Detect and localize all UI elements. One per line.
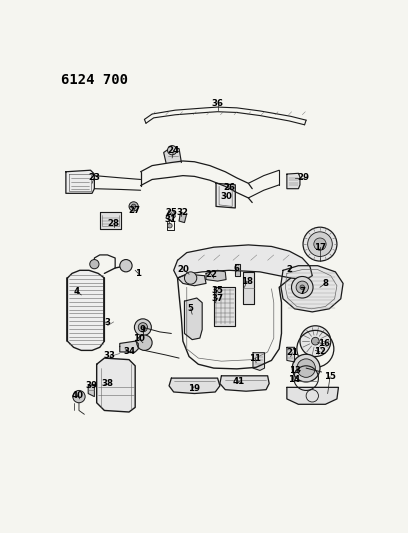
Text: 5: 5 bbox=[188, 304, 193, 313]
Circle shape bbox=[314, 238, 326, 251]
Text: 30: 30 bbox=[220, 192, 232, 201]
Text: 7: 7 bbox=[299, 287, 305, 296]
Text: 29: 29 bbox=[298, 173, 310, 182]
Circle shape bbox=[168, 223, 172, 228]
Polygon shape bbox=[214, 287, 235, 326]
Text: 11: 11 bbox=[249, 353, 261, 362]
Text: 20: 20 bbox=[177, 265, 189, 274]
Text: 38: 38 bbox=[102, 379, 113, 388]
Polygon shape bbox=[164, 147, 182, 163]
Polygon shape bbox=[253, 353, 264, 370]
Polygon shape bbox=[120, 341, 138, 352]
Text: 2: 2 bbox=[286, 265, 292, 274]
Circle shape bbox=[168, 146, 177, 155]
Text: 23: 23 bbox=[89, 173, 100, 182]
Circle shape bbox=[137, 335, 152, 350]
Text: 17: 17 bbox=[314, 243, 326, 252]
Text: 33: 33 bbox=[104, 351, 116, 360]
Polygon shape bbox=[97, 358, 135, 412]
Text: 36: 36 bbox=[212, 100, 224, 109]
Circle shape bbox=[120, 260, 132, 272]
Polygon shape bbox=[243, 272, 254, 304]
Text: 8: 8 bbox=[322, 279, 328, 288]
Polygon shape bbox=[281, 265, 343, 312]
Text: 34: 34 bbox=[123, 346, 135, 356]
Text: 18: 18 bbox=[241, 277, 253, 286]
Circle shape bbox=[184, 272, 197, 284]
Text: 27: 27 bbox=[129, 206, 140, 215]
Polygon shape bbox=[220, 376, 269, 391]
Polygon shape bbox=[88, 384, 94, 397]
Polygon shape bbox=[174, 245, 312, 280]
Polygon shape bbox=[235, 264, 240, 277]
Polygon shape bbox=[287, 387, 339, 405]
Circle shape bbox=[300, 285, 305, 289]
Polygon shape bbox=[216, 183, 235, 208]
Circle shape bbox=[292, 354, 320, 382]
Text: 6: 6 bbox=[234, 264, 240, 273]
Text: 26: 26 bbox=[223, 183, 235, 192]
Text: 10: 10 bbox=[133, 334, 145, 343]
Text: 13: 13 bbox=[288, 366, 301, 375]
Polygon shape bbox=[184, 298, 202, 340]
Text: 16: 16 bbox=[318, 339, 330, 348]
Text: 22: 22 bbox=[205, 270, 217, 279]
Circle shape bbox=[303, 227, 337, 261]
Text: 28: 28 bbox=[108, 219, 120, 228]
Circle shape bbox=[291, 277, 313, 298]
Polygon shape bbox=[169, 378, 220, 393]
Text: 1: 1 bbox=[135, 269, 141, 278]
Text: 21: 21 bbox=[286, 348, 298, 357]
Text: 3: 3 bbox=[104, 318, 111, 327]
Circle shape bbox=[312, 337, 319, 345]
Circle shape bbox=[296, 281, 308, 294]
Text: 41: 41 bbox=[232, 377, 244, 386]
Circle shape bbox=[300, 326, 331, 357]
Text: 6124 700: 6124 700 bbox=[61, 73, 128, 87]
Circle shape bbox=[138, 322, 148, 332]
Text: 25: 25 bbox=[165, 208, 177, 217]
Polygon shape bbox=[179, 212, 187, 223]
Text: 15: 15 bbox=[324, 372, 336, 381]
Text: 4: 4 bbox=[73, 287, 80, 296]
Text: 37: 37 bbox=[211, 294, 224, 303]
Polygon shape bbox=[206, 270, 226, 281]
Text: 32: 32 bbox=[176, 208, 188, 217]
Circle shape bbox=[73, 391, 85, 403]
Circle shape bbox=[308, 232, 332, 256]
Text: 35: 35 bbox=[212, 286, 224, 295]
Circle shape bbox=[90, 260, 99, 269]
Text: 14: 14 bbox=[288, 375, 300, 384]
Text: 40: 40 bbox=[71, 391, 83, 400]
Text: 9: 9 bbox=[140, 325, 146, 334]
Circle shape bbox=[134, 319, 151, 336]
Polygon shape bbox=[66, 170, 94, 193]
Circle shape bbox=[131, 204, 136, 209]
Polygon shape bbox=[287, 348, 295, 362]
Text: 24: 24 bbox=[168, 146, 180, 155]
Text: 39: 39 bbox=[85, 381, 97, 390]
Text: 12: 12 bbox=[314, 348, 326, 357]
Polygon shape bbox=[166, 210, 175, 221]
Circle shape bbox=[129, 202, 138, 211]
Polygon shape bbox=[287, 173, 300, 189]
Circle shape bbox=[297, 359, 315, 377]
Text: 19: 19 bbox=[188, 384, 200, 393]
Polygon shape bbox=[100, 212, 121, 229]
Polygon shape bbox=[67, 270, 104, 350]
Polygon shape bbox=[177, 274, 206, 286]
Text: 31: 31 bbox=[164, 215, 177, 224]
